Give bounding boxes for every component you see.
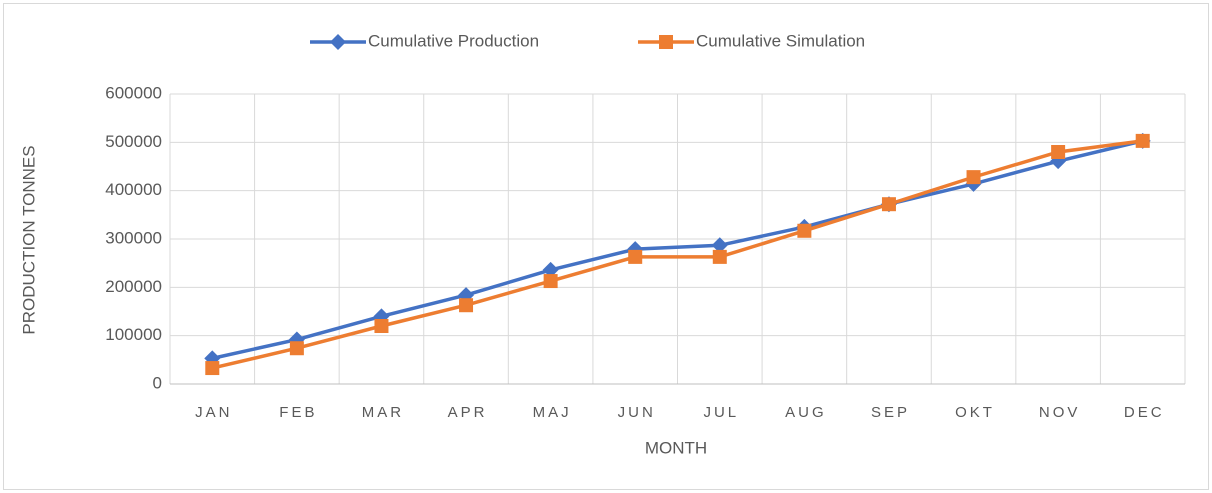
legend-marker — [330, 34, 346, 50]
chart-border — [3, 3, 1209, 490]
x-tick-label: NOV — [1039, 404, 1081, 421]
x-tick-label: SEP — [871, 404, 910, 421]
point — [712, 249, 727, 264]
y-tick-label: 200000 — [105, 277, 162, 296]
point — [205, 361, 220, 376]
x-tick-label: FEB — [279, 404, 317, 421]
x-tick-label: APR — [448, 404, 488, 421]
y-tick-label: 500000 — [105, 132, 162, 151]
point — [1135, 133, 1150, 148]
x-tick-label: JAN — [195, 404, 232, 421]
x-tick-label: AUG — [785, 404, 827, 421]
point — [543, 274, 558, 289]
point — [542, 261, 559, 278]
point — [628, 249, 643, 264]
x-tick-label: DEC — [1124, 404, 1165, 421]
point — [289, 341, 304, 356]
point — [966, 170, 981, 185]
y-tick-label: 0 — [153, 373, 162, 392]
x-tick-label: MAJ — [533, 404, 572, 421]
legend-label: Cumulative Simulation — [696, 31, 865, 50]
x-tick-label: OKT — [955, 404, 995, 421]
point — [881, 197, 896, 212]
y-tick-label: 300000 — [105, 228, 162, 247]
legend-label: Cumulative Production — [368, 31, 539, 50]
line — [211, 139, 1143, 370]
point — [459, 298, 474, 313]
x-tick-label: MAR — [362, 404, 404, 421]
legend-marker — [659, 35, 673, 49]
y-axis-title: PRODUCTION TONNES — [19, 145, 38, 334]
line — [211, 139, 1144, 361]
x-tick-label: JUN — [618, 404, 656, 421]
point — [1051, 145, 1066, 159]
y-tick-label: 400000 — [105, 180, 162, 199]
x-axis-title: MONTH — [645, 438, 707, 457]
point — [711, 237, 728, 254]
point — [374, 319, 389, 333]
x-tick-label: JUL — [703, 404, 739, 421]
y-tick-label: 100000 — [105, 325, 162, 344]
point — [797, 223, 812, 238]
y-tick-label: 600000 — [105, 83, 162, 102]
